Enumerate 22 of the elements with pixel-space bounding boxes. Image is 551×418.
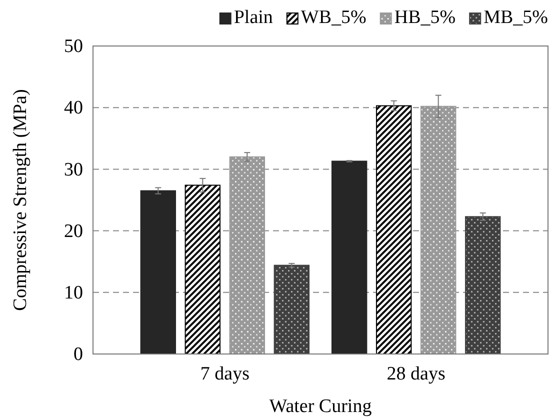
- legend-label: MB_5%: [484, 7, 548, 28]
- y-tick-label: 50: [64, 36, 83, 58]
- bar: [274, 264, 310, 354]
- y-tick-label: 20: [64, 220, 83, 242]
- bar: [140, 190, 176, 354]
- y-tick-label: 40: [64, 98, 83, 119]
- bar: [331, 160, 368, 354]
- bar: [229, 156, 266, 354]
- y-tick-label: 30: [64, 159, 83, 180]
- x-tick-label: 7 days: [200, 363, 250, 384]
- legend-label: Plain: [234, 7, 274, 28]
- bar: [464, 216, 501, 354]
- y-tick-label: 0: [74, 344, 83, 366]
- x-tick-label: 28 days: [386, 363, 446, 384]
- legend-label: HB_5%: [394, 7, 456, 28]
- y-tick-label: 10: [64, 282, 83, 304]
- bar: [420, 106, 456, 354]
- bar: [184, 184, 221, 354]
- legend-label: WB_5%: [300, 7, 367, 28]
- y-axis-title: Compressive Strength (MPa): [10, 89, 31, 311]
- x-axis-title: Water Curing: [269, 396, 372, 417]
- bar: [376, 105, 412, 354]
